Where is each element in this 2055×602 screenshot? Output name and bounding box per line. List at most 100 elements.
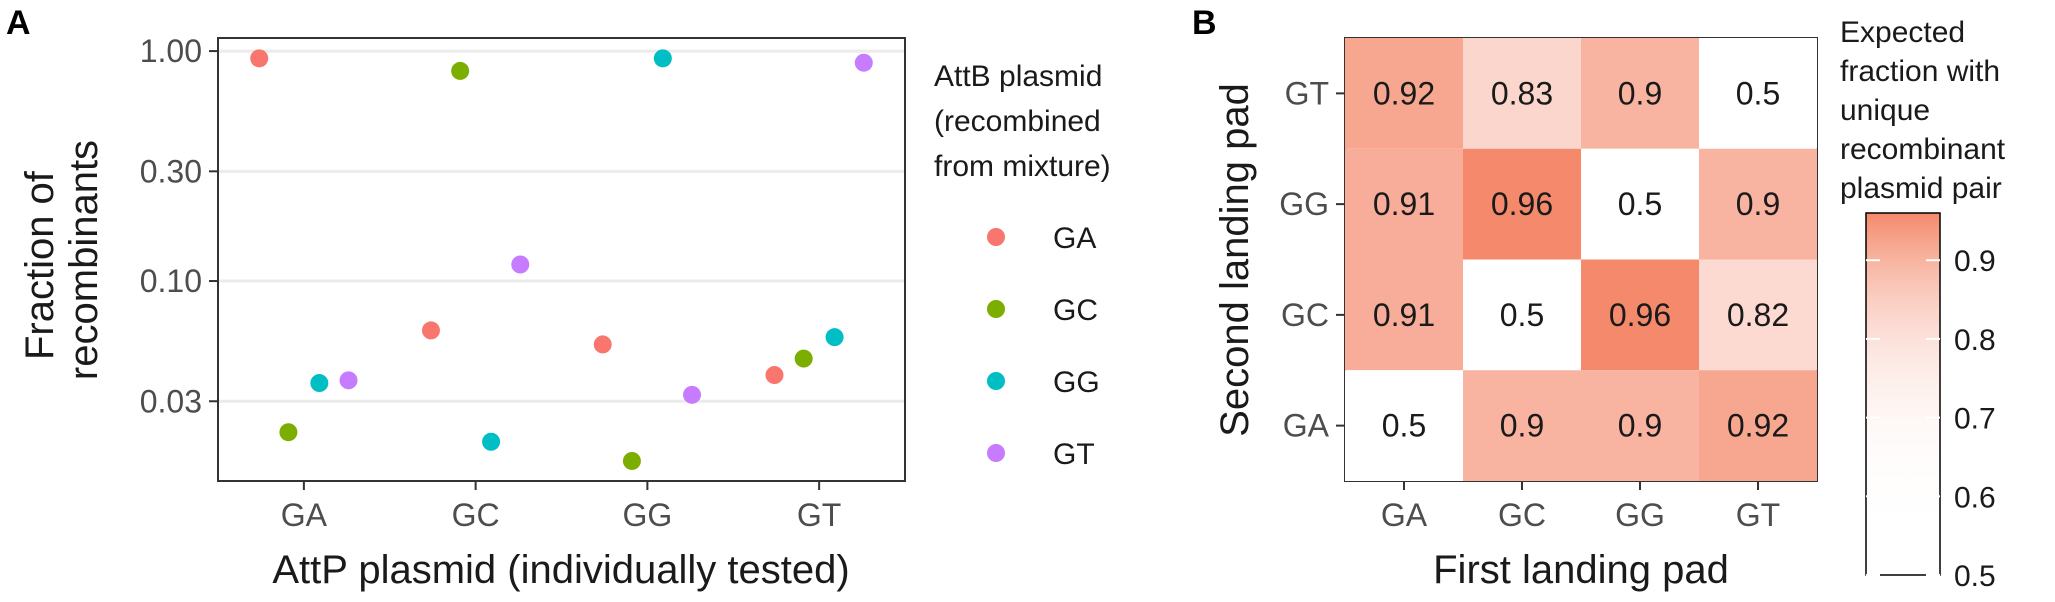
heatmap-cell-gc-gg [1463,148,1581,260]
legend-label: GC [1053,294,1098,327]
heatmap-cell-value: 0.5 [1736,75,1780,111]
colorbar-title: Expected fraction with unique recombinan… [1840,16,2013,205]
heatmap-cell-value: 0.83 [1491,75,1553,111]
panel-a-y-axis: 0.03 0.10 0.30 1.00 [140,33,218,419]
data-point-gt-gc [794,349,813,368]
data-point-gc-ga [421,321,440,340]
colorbar-gradient [1865,212,1941,576]
heatmap-cell-value: 0.92 [1727,408,1789,444]
y-tick-label: GA [1283,408,1330,444]
data-point-gc-gg [482,432,501,451]
legend-title-line3: from mixture) [934,150,1111,183]
heatmap-cell-gt-ga [1699,370,1817,481]
data-point-ga-gt [339,371,358,390]
heatmap-cell-value: 0.82 [1727,297,1789,333]
heatmap-cell-value: 0.96 [1609,297,1671,333]
y-tick-label: 0.03 [140,383,202,419]
x-tick-label: GA [1381,497,1428,533]
legend-title: AttB plasmid (recombined from mixture) [934,60,1111,183]
legend-swatch [987,444,1005,462]
heatmap-cell-gg-ga [1581,370,1699,481]
panel-a-legend: AttB plasmid (recombined from mixture) G… [934,60,1111,471]
y-tick-label: GG [1279,186,1329,222]
heatmap-cell-ga-gc [1345,259,1463,371]
heatmap-cell-value: 0.96 [1491,186,1553,222]
heatmap-cell-ga-gt [1345,38,1463,149]
heatmap-cell-ga-gg [1345,148,1463,260]
heatmap-cell-value: 0.9 [1736,186,1780,222]
y-tick-label: 1.00 [140,33,202,69]
heatmap-cell-value: 0.92 [1373,75,1435,111]
legend-label: GA [1053,222,1096,255]
panel-a-x-axis: GA GC GG GT [281,481,841,533]
x-tick-label: GT [1736,497,1780,533]
legend-item-gg: GG [987,366,1100,399]
heatmap-cell-gg-gg [1581,148,1699,260]
heatmap-cell-gc-gc [1463,259,1581,371]
panel-b-colorbar: Expected fraction with unique recombinan… [1840,16,2013,593]
panel-b-cells: 0.92 0.83 0.9 0.5 0.91 0.96 0.5 0.9 0.91 0.5 0.96 0… [1345,38,1817,481]
panel-b-letter: B [1192,4,1217,42]
data-point-gt-ga [765,366,784,385]
colorbar-title-line5: plasmid pair [1840,172,2002,205]
heatmap-cell-value: 0.5 [1382,408,1426,444]
data-point-gt-gg [825,328,844,347]
heatmap-cell-gc-gt [1463,38,1581,149]
x-tick-label: GC [1498,497,1546,533]
legend-label: GG [1053,366,1100,399]
heatmap-cell-value: 0.9 [1618,408,1662,444]
panel-b-x-axis: GA GC GG GT [1381,481,1780,533]
data-point-gg-gg [653,49,672,68]
colorbar-tick-label: 0.9 [1954,245,1996,278]
panel-a-y-axis-title: Fraction of recombinants [18,140,106,380]
legend-item-gt: GT [987,438,1095,471]
panel-b-heatmap: B 0.92 0.83 0.9 0.50.91 0.96 0.5 0.90.91 0.5 0.9… [1192,4,2013,593]
legend-swatch [987,300,1005,318]
heatmap-cell-value: 0.91 [1373,297,1435,333]
legend-title-line1: AttB plasmid [934,60,1102,93]
y-tick-label: GC [1281,297,1329,333]
colorbar-tick-label: 0.6 [1954,481,1996,514]
legend-item-ga: GA [987,222,1096,255]
colorbar-tick-label: 0.5 [1954,560,1996,593]
y-tick-label: GT [1285,75,1329,111]
heatmap-cell-gt-gg [1699,148,1817,260]
x-tick-label: GG [622,497,672,533]
heatmap-cell-value: 0.91 [1373,186,1435,222]
panel-a-gridlines [218,49,905,403]
colorbar-tick-label: 0.8 [1954,324,1996,357]
legend-swatch [987,372,1005,390]
panel-a-plot-border [217,37,906,482]
heatmap-cell-value: 0.5 [1618,186,1662,222]
colorbar-title-line3: unique [1840,94,1930,127]
heatmap-cell-value: 0.9 [1618,75,1662,111]
colorbar-title-line4: recombinant [1840,133,2006,166]
data-point-gg-ga [593,335,612,354]
panel-a-y-axis-title-line1: Fraction of [18,170,62,360]
heatmap-cell-gg-gt [1581,38,1699,149]
heatmap-cell-gt-gt [1699,38,1817,149]
colorbar-title-line1: Expected [1840,16,1965,49]
x-tick-label: GA [281,497,328,533]
heatmap-cell-value: 0.9 [1500,408,1544,444]
heatmap-cell-gc-ga [1463,370,1581,481]
panel-b-y-axis-title: Second landing pad [1213,83,1257,437]
y-tick-label: 0.10 [140,263,202,299]
colorbar-title-line2: fraction with [1840,55,2000,88]
legend-title-line2: (recombined [934,105,1101,138]
data-point-gc-gc [451,61,470,80]
x-tick-label: GG [1615,497,1665,533]
y-tick-label: 0.30 [140,153,202,189]
data-point-gg-gt [683,385,702,404]
data-point-gt-gt [854,53,873,72]
data-point-ga-gg [310,374,329,393]
panel-b-x-axis-title: First landing pad [1433,548,1729,592]
panel-a-y-axis-title-line2: recombinants [62,140,106,380]
panel-a-x-axis-title: AttP plasmid (individually tested) [272,548,849,592]
panel-b-y-axis: GA GC GG GT [1279,75,1345,444]
heatmap-cell-ga-ga [1345,370,1463,481]
x-tick-label: GC [452,497,500,533]
heatmap-cell-gt-gc [1699,259,1817,371]
data-point-ga-ga [250,49,269,68]
